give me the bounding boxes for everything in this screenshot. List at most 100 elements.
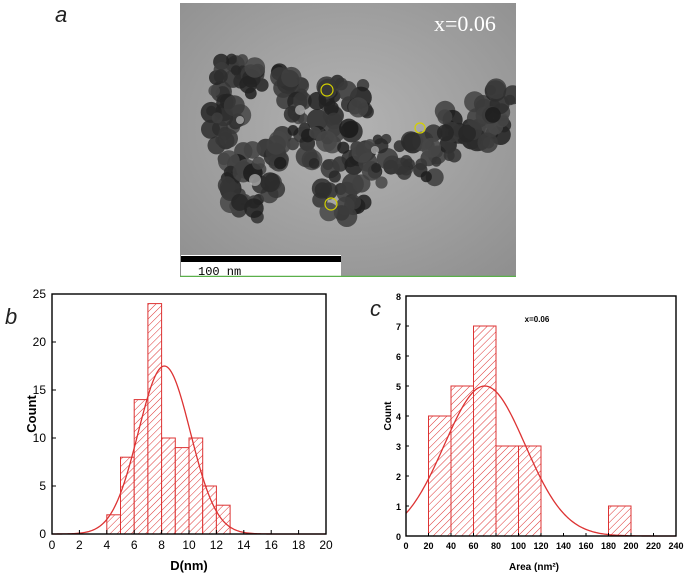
x-tick-label: 0 [403, 541, 408, 551]
nanoparticle [420, 171, 432, 183]
x-tick-label: 20 [423, 541, 433, 551]
nanoparticle [251, 156, 265, 170]
histogram-bar [215, 504, 231, 535]
x-tick-label: 8 [158, 538, 165, 552]
nanoparticle [337, 141, 350, 154]
histogram-bar [147, 303, 163, 535]
x-tick-label: 16 [265, 538, 279, 552]
nanoparticle [208, 84, 220, 97]
nanoparticle [337, 80, 357, 101]
nanoparticle [356, 194, 372, 210]
y-tick-label: 10 [33, 431, 47, 445]
y-tick-label: 25 [33, 287, 47, 301]
particle-marker-circle [414, 122, 426, 134]
nanoparticle [352, 174, 371, 193]
nanoparticle [371, 162, 382, 173]
scale-bar-label: 100 nm [198, 265, 241, 279]
y-tick-label: 2 [396, 472, 401, 482]
nanoparticle [339, 118, 359, 138]
x-tick-label: 20 [319, 538, 333, 552]
nanoparticle [315, 130, 337, 152]
x-tick-label: 18 [292, 538, 306, 552]
nanoparticle [201, 119, 220, 139]
nanoparticle [230, 65, 242, 76]
nanoparticle [213, 69, 228, 84]
y-axis-title: Count [24, 395, 39, 433]
nanoparticle [397, 165, 412, 180]
x-tick-label: 14 [237, 538, 251, 552]
x-tick-label: 100 [511, 541, 526, 551]
nanoparticle [431, 156, 442, 167]
composition-label: x=0.06 [434, 11, 496, 36]
nanoparticle [231, 193, 249, 211]
histogram-bar [518, 445, 542, 537]
nanoparticle [319, 202, 339, 222]
panel-a-letter: a [55, 2, 67, 27]
x-tick-label: 4 [103, 538, 110, 552]
x-axis-title: Area (nm²) [509, 562, 559, 573]
x-tick-label: 10 [182, 538, 196, 552]
nanoparticle [316, 76, 338, 97]
nanoparticle [348, 97, 369, 118]
nanoparticle [308, 158, 320, 169]
nanoparticle [244, 198, 264, 218]
x-axis-title: D(nm) [170, 558, 208, 573]
x-tick-label: 220 [646, 541, 661, 551]
nanoparticle [364, 139, 376, 150]
gap-highlight [249, 174, 261, 186]
y-axis-title: Count [383, 401, 394, 431]
y-tick-label: 0 [396, 532, 401, 542]
nanoparticle [324, 100, 339, 116]
nanoparticle [218, 128, 238, 148]
x-tick-label: 80 [491, 541, 501, 551]
nanoparticle [236, 54, 248, 66]
nanoparticle [281, 66, 302, 88]
nanoparticle [447, 148, 462, 163]
histogram-bar [202, 485, 217, 535]
nanoparticle [309, 126, 321, 139]
axis-ticks: 0 20 40 60 80 100 120 140 160 180 200 220 240 0 1 2 3 4 5 6… [396, 292, 684, 551]
y-tick-label: 0 [39, 527, 46, 541]
nanoparticle [274, 156, 287, 170]
nanoparticle [311, 178, 332, 199]
histogram-bar [428, 415, 452, 537]
particle-marker-circle [324, 197, 338, 211]
scale-bar [181, 256, 341, 262]
nanoparticle [260, 172, 280, 193]
panel-b-letter: b [5, 304, 17, 329]
histogram-bar [495, 445, 519, 537]
nanoparticle-agglomerate [200, 53, 516, 227]
histogram-bar [120, 456, 135, 535]
nanoparticle [421, 137, 442, 158]
nanoparticle [293, 91, 312, 111]
y-tick-label: 3 [396, 442, 401, 452]
x-tick-label: 40 [446, 541, 456, 551]
y-tick-label: 7 [396, 322, 401, 332]
nanoparticle [400, 131, 421, 152]
nanoparticle [287, 124, 299, 136]
nanoparticle [437, 109, 453, 125]
x-tick-label: 120 [533, 541, 548, 551]
x-tick-label: 200 [623, 541, 638, 551]
chart-b: 0 2 4 6 8 10 12 14 16 18 20 0 5 10 15 20 25 D(nm) Count [24, 287, 333, 573]
y-tick-label: 5 [396, 382, 401, 392]
histogram-bar [174, 447, 190, 535]
x-tick-label: 60 [468, 541, 478, 551]
nanoparticle [211, 112, 223, 124]
nanoparticle [243, 141, 262, 159]
x-tick-label: 0 [49, 538, 56, 552]
chart-c: 0 20 40 60 80 100 120 140 160 180 200 220 240 0 1 2 3 4 5 6… [383, 292, 684, 573]
histogram-bar [473, 325, 497, 537]
nanoparticle [266, 135, 286, 155]
y-tick-label: 4 [396, 412, 401, 422]
histogram-bars [428, 325, 632, 537]
histogram-bars [106, 303, 231, 535]
y-tick-label: 15 [33, 383, 47, 397]
nanoparticle [239, 75, 257, 94]
nanoparticle [458, 124, 476, 143]
panel-c-letter: c [370, 296, 381, 321]
nanoparticle [328, 170, 341, 183]
nanoparticle [383, 155, 402, 175]
nanoparticle [485, 78, 507, 99]
